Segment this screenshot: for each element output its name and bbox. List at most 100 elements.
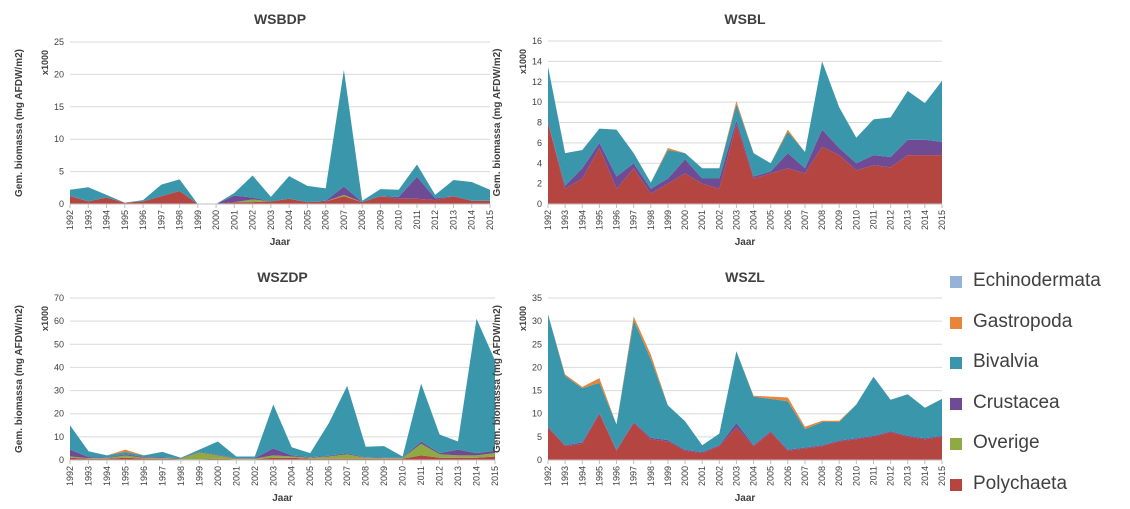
x-tick-label: 2015: [485, 210, 495, 230]
x-tick-label: 2007: [339, 210, 349, 230]
y-tick-label: 25: [54, 37, 64, 47]
x-tick-label: 2005: [766, 466, 776, 486]
x-tick-label: 2012: [886, 210, 896, 230]
y-tick-label: 5: [537, 432, 542, 442]
legend-item: Overige: [948, 428, 1130, 469]
x-tick-label: 2007: [800, 466, 810, 486]
x-axis-title: Jaar: [272, 493, 293, 504]
y-tick-label: 40: [54, 362, 64, 372]
x-tick-label: 2002: [714, 466, 724, 486]
x-tick-label: 2003: [731, 210, 741, 230]
x-tick-label: 1997: [157, 466, 167, 486]
x-tick-label: 1995: [594, 466, 604, 486]
y-tick-label: 10: [54, 432, 64, 442]
y-tick-label: 30: [54, 386, 64, 396]
x-tick-label: 1994: [102, 210, 112, 230]
y-tick-label: 35: [532, 293, 542, 303]
y-tick-label: 50: [54, 339, 64, 349]
y-tick-label: 20: [54, 69, 64, 79]
x-tick-label: 2008: [361, 466, 371, 486]
x-tick-label: 2011: [868, 210, 878, 229]
legend-item: Bivalvia: [948, 347, 1130, 388]
y-tick-label: 10: [54, 134, 64, 144]
x-tick-label: 2006: [783, 466, 793, 486]
x-axis-title: Jaar: [735, 493, 756, 504]
x-tick-label: 2007: [800, 210, 810, 230]
x-tick-label: 1998: [176, 466, 186, 486]
x-axis-title: Jaar: [735, 237, 756, 248]
x-tick-label: 2002: [714, 210, 724, 230]
y-unit-label: x1000: [40, 50, 50, 75]
y-axis-title: Gem. biomassa (mg AFDW/m2): [492, 49, 503, 197]
y-tick-label: 0: [59, 199, 64, 209]
legend-swatch: [950, 398, 962, 410]
y-unit-label: x1000: [40, 306, 50, 331]
legend-label: Gastropoda: [973, 311, 1072, 333]
x-tick-label: 1995: [120, 466, 130, 486]
x-tick-label: 1994: [577, 210, 587, 230]
y-axis-title: Gem. biomassa (mg AFDW/m2): [14, 305, 25, 453]
y-tick-label: 0: [537, 455, 542, 465]
x-tick-label: 2015: [490, 466, 500, 486]
legend-label: Crustacea: [973, 392, 1060, 414]
x-tick-label: 2000: [213, 466, 223, 486]
y-tick-label: 10: [532, 97, 542, 107]
y-tick-label: 60: [54, 316, 64, 326]
x-tick-label: 2000: [680, 466, 690, 486]
x-tick-label: 1996: [138, 210, 148, 230]
legend: Echinodermata Gastropoda Bivalvia Crusta…: [948, 266, 1130, 509]
legend-swatch: [950, 479, 962, 491]
x-tick-label: 2001: [229, 210, 239, 230]
x-tick-label: 2012: [435, 466, 445, 486]
legend-label: Bivalvia: [973, 351, 1038, 373]
x-tick-label: 2008: [357, 210, 367, 230]
x-tick-label: 2014: [472, 466, 482, 486]
x-tick-label: 1992: [65, 210, 75, 230]
x-tick-label: 2014: [467, 210, 477, 230]
x-tick-label: 2005: [305, 466, 315, 486]
x-tick-label: 2011: [416, 466, 426, 485]
x-tick-label: 2009: [834, 210, 844, 230]
y-tick-label: 20: [54, 409, 64, 419]
x-tick-label: 2000: [211, 210, 221, 230]
x-tick-label: 2014: [920, 466, 930, 486]
y-tick-label: 25: [532, 339, 542, 349]
x-tick-label: 2000: [680, 210, 690, 230]
x-tick-label: 2008: [817, 466, 827, 486]
chart-title: WSBDP: [254, 11, 306, 27]
x-axis-title: Jaar: [270, 237, 291, 248]
x-tick-label: 2001: [697, 210, 707, 230]
x-tick-label: 2008: [817, 210, 827, 230]
x-tick-label: 1993: [83, 210, 93, 230]
y-tick-label: 10: [532, 409, 542, 419]
x-tick-label: 1997: [156, 210, 166, 230]
legend-item: Crustacea: [948, 388, 1130, 429]
x-tick-label: 1999: [193, 210, 203, 230]
x-tick-label: 2009: [379, 466, 389, 486]
x-tick-label: 2004: [284, 210, 294, 230]
x-tick-label: 2005: [766, 210, 776, 230]
x-tick-label: 1998: [646, 466, 656, 486]
x-tick-label: 2007: [342, 466, 352, 486]
x-tick-label: 2002: [250, 466, 260, 486]
x-tick-label: 1992: [543, 210, 553, 230]
x-tick-label: 2010: [851, 466, 861, 486]
x-tick-label: 2003: [266, 210, 276, 230]
x-tick-label: 1992: [65, 466, 75, 486]
x-tick-label: 1995: [594, 210, 604, 230]
x-tick-label: 2013: [903, 210, 913, 230]
x-tick-label: 2014: [920, 210, 930, 230]
x-tick-label: 2009: [834, 466, 844, 486]
legend-item: Polychaeta: [948, 469, 1130, 509]
y-tick-label: 15: [532, 386, 542, 396]
x-tick-label: 2011: [412, 210, 422, 229]
chart-title: WSZL: [725, 269, 765, 285]
x-tick-label: 1996: [612, 210, 622, 230]
legend-swatch: [950, 317, 962, 329]
x-tick-label: 2001: [697, 466, 707, 486]
y-tick-label: 5: [59, 167, 64, 177]
x-tick-label: 1999: [663, 466, 673, 486]
x-tick-label: 2012: [886, 466, 896, 486]
